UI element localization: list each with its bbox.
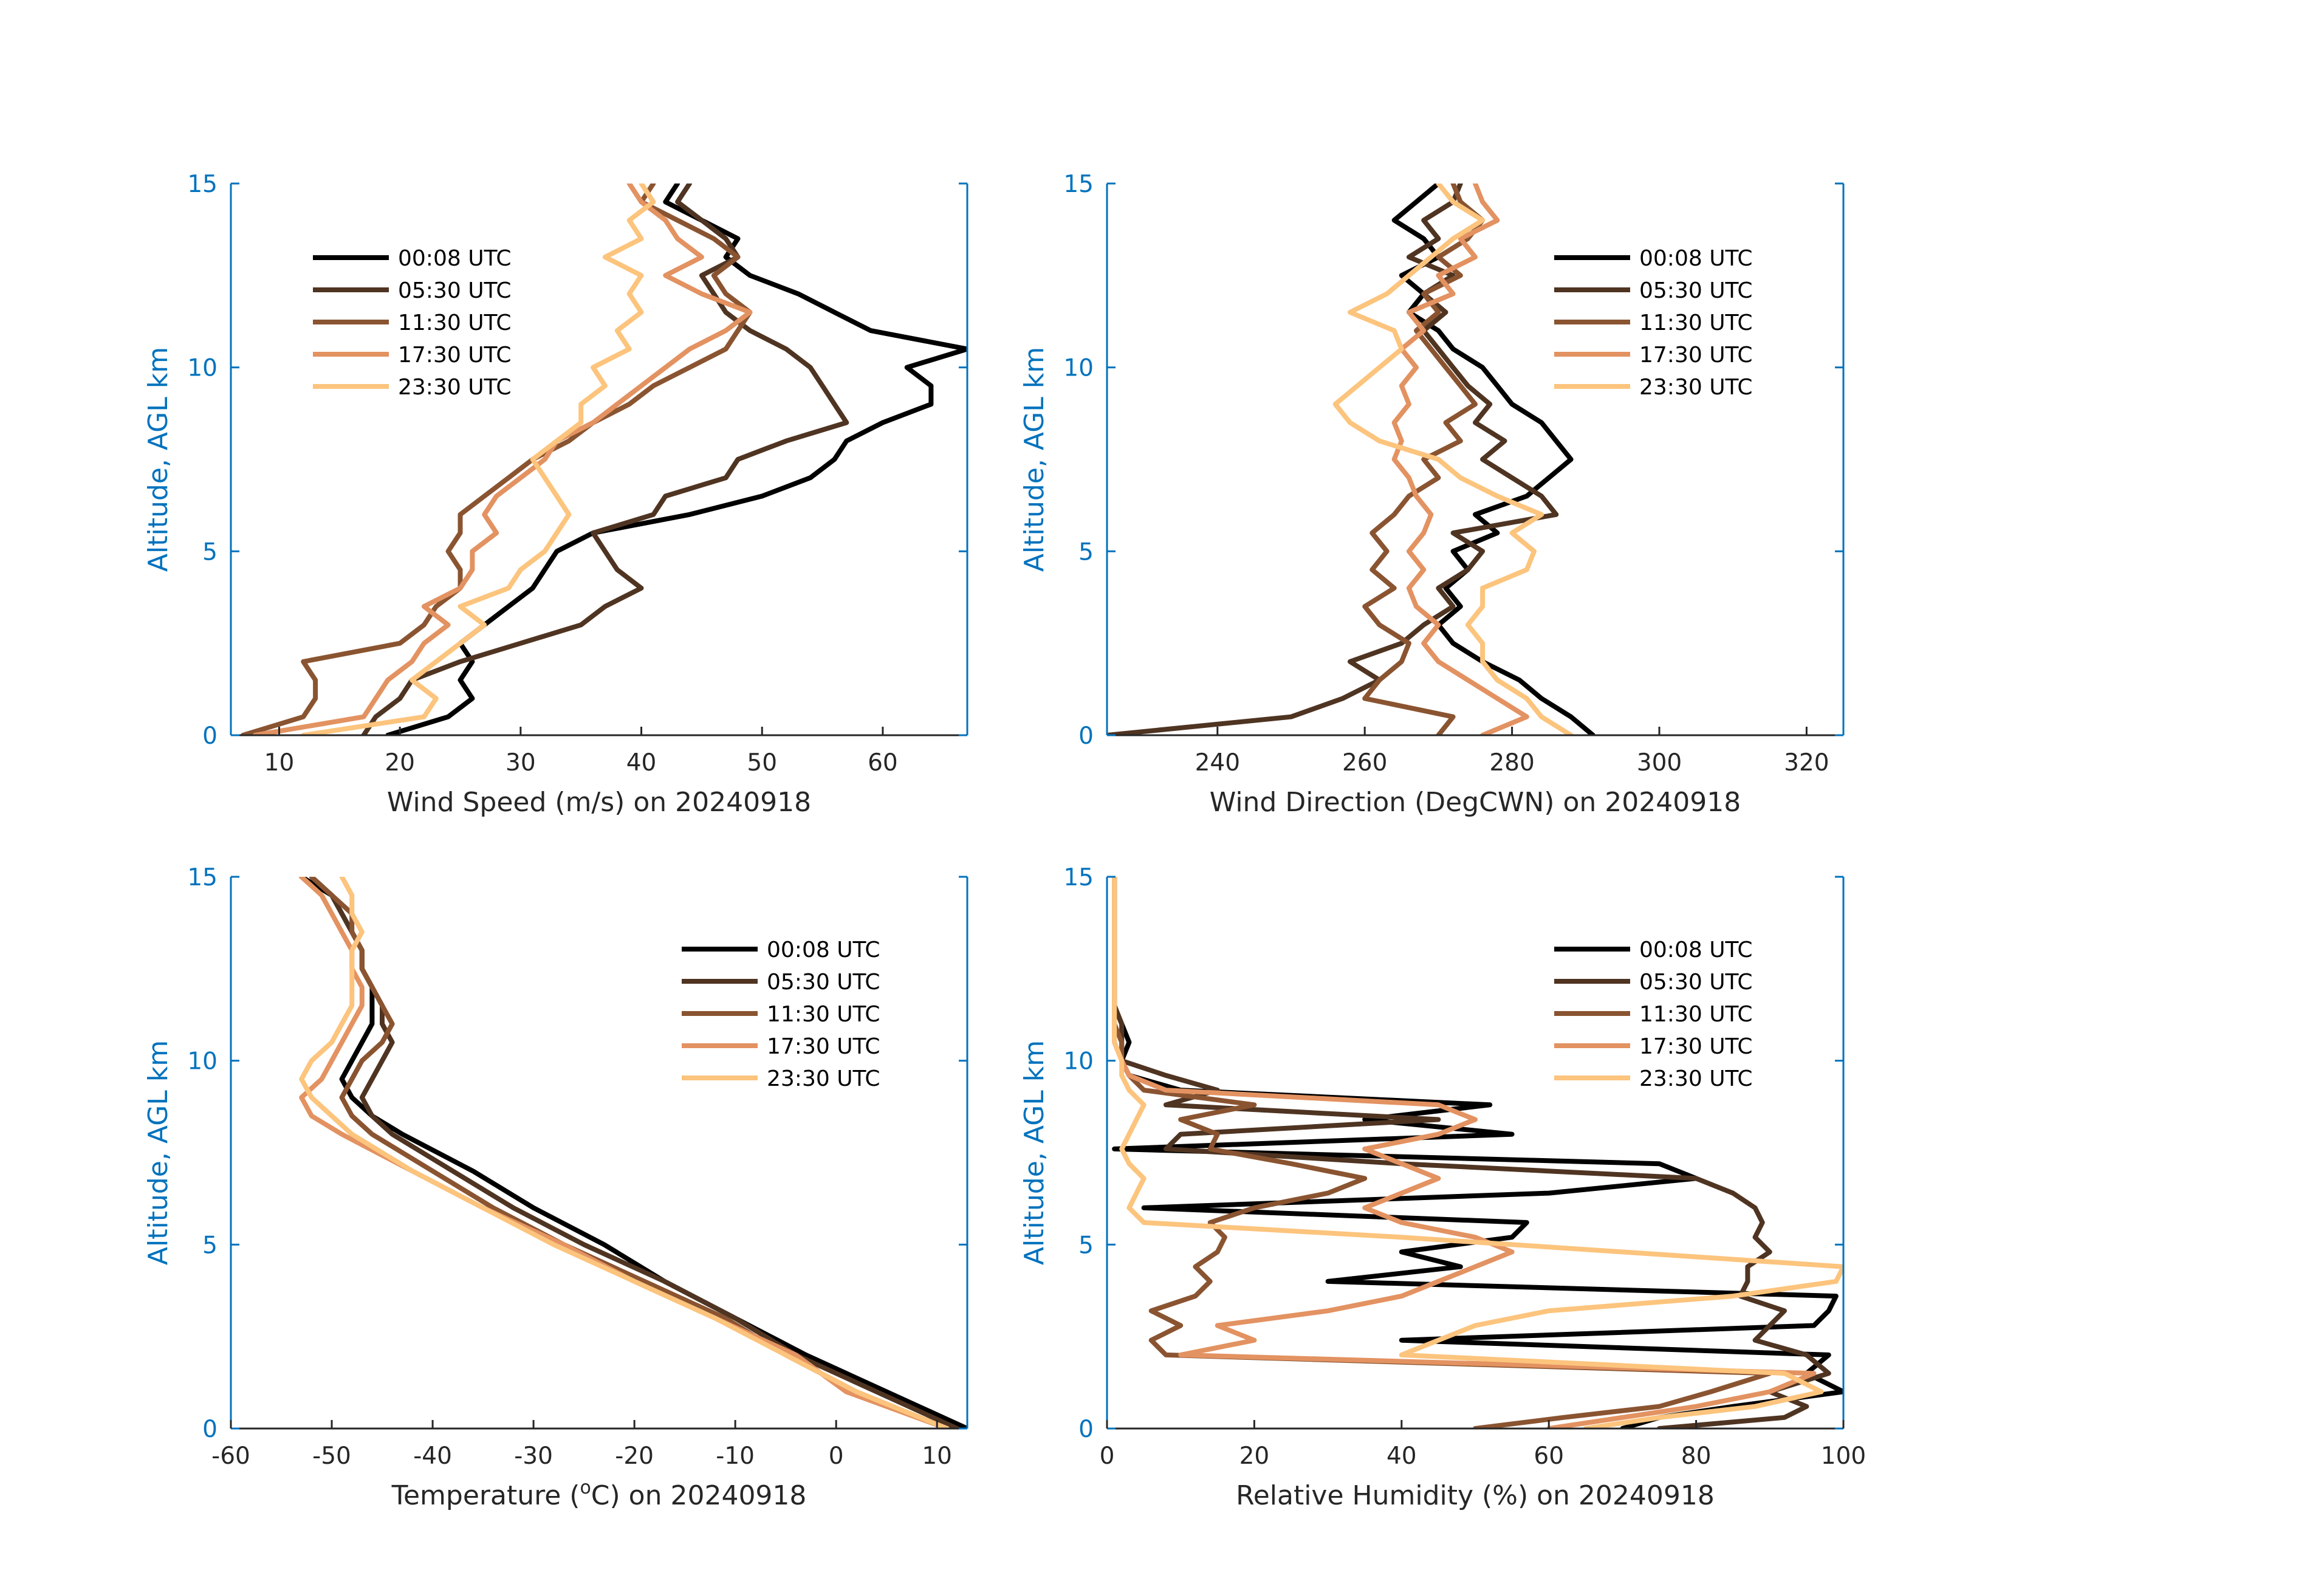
relative-humidity-x-tick-label: 100 [1821,1442,1866,1470]
wind-direction-x-tick-label: 240 [1195,749,1240,777]
relative-humidity-series-line-05-30-utc [1112,877,1831,1429]
temperature-x-tick-label: -60 [211,1442,250,1470]
wind-speed-legend-label-17-30-utc: 17:30 UTC [398,343,512,368]
temperature-legend-label-11-30-utc: 11:30 UTC [767,1002,880,1027]
wind-speed-x-tick-label: 10 [264,749,295,777]
wind-direction-y-axis-label: Altitude, AGL km [1019,347,1050,572]
wind-speed-x-tick-label: 20 [385,749,415,777]
temperature-y-tick-label: 5 [202,1232,218,1259]
relative-humidity-y-tick-label: 0 [1078,1416,1094,1443]
temperature-y-tick-label: 15 [187,864,218,891]
temperature-y-axis-label: Altitude, AGL km [143,1040,174,1265]
wind-direction-y-tick-label: 10 [1063,355,1094,382]
wind-speed-legend-label-23-30-utc: 23:30 UTC [398,375,512,400]
relative-humidity-x-tick-label: 80 [1681,1442,1712,1470]
wind-direction-x-tick-label: 320 [1784,749,1829,777]
temperature-x-tick-label: 10 [922,1442,952,1470]
wind-direction-legend-label-05-30-utc: 05:30 UTC [1639,278,1753,303]
relative-humidity-legend-label-11-30-utc: 11:30 UTC [1639,1002,1753,1027]
temperature-legend-label-17-30-utc: 17:30 UTC [767,1034,880,1059]
wind-direction-legend-label-00-08-utc: 00:08 UTC [1639,246,1753,271]
relative-humidity-y-tick-label: 15 [1063,864,1094,891]
temperature-x-tick-label: -30 [514,1442,553,1470]
wind-speed-y-tick-label: 10 [187,355,218,382]
wind-direction-y-tick-label: 15 [1063,171,1094,198]
wind-speed-legend-label-11-30-utc: 11:30 UTC [398,310,512,335]
temperature-y-tick-label: 0 [202,1416,218,1443]
wind-direction-x-tick-label: 280 [1489,749,1534,777]
relative-humidity-legend-label-23-30-utc: 23:30 UTC [1639,1066,1753,1091]
relative-humidity-series-group [1112,877,1843,1429]
wind-direction-panel: 0 5 10 15 240 260 280 300 320 Altitude, AGL km Win… [1019,171,1845,818]
temperature-y-tick-label: 10 [187,1048,218,1075]
wind-direction-series-line-11-30-utc [1362,184,1486,735]
wind-speed-x-tick-label: 30 [506,749,536,777]
temperature-series-group [299,877,967,1429]
wind-speed-panel: 0 5 10 15 10 20 30 40 50 60 Altitude, AGL km Wind S… [143,171,968,818]
relative-humidity-legend-label-00-08-utc: 00:08 UTC [1639,938,1753,962]
relative-humidity-y-tick-label: 10 [1063,1048,1094,1075]
wind-speed-legend-label-00-08-utc: 00:08 UTC [398,246,512,271]
relative-humidity-x-tick-label: 0 [1100,1442,1115,1470]
wind-direction-series-group [1107,184,1596,735]
wind-direction-legend-label-17-30-utc: 17:30 UTC [1639,343,1753,368]
wind-speed-y-tick-label: 0 [202,722,218,750]
relative-humidity-x-tick-label: 20 [1239,1442,1270,1470]
wind-speed-legend: 00:08 UTC 05:30 UTC 11:30 UTC 17:30 UTC 23:3… [313,246,512,400]
wind-direction-series-line-05-30-utc [1107,184,1559,735]
wind-speed-x-tick-label: 40 [626,749,657,777]
wind-direction-legend-label-11-30-utc: 11:30 UTC [1639,310,1753,335]
wind-speed-x-tick-label: 50 [747,749,777,777]
relative-humidity-legend-label-05-30-utc: 05:30 UTC [1639,970,1753,995]
relative-humidity-panel: 0 5 10 15 0 20 40 60 80 100 Altitude, AGL km Relati… [1019,864,1866,1511]
relative-humidity-legend-label-17-30-utc: 17:30 UTC [1639,1034,1753,1059]
wind-speed-x-axis-label: Wind Speed (m/s) on 20240918 [387,787,811,818]
wind-direction-series-line-23-30-utc [1332,184,1574,735]
wind-speed-series-group [240,184,967,735]
temperature-legend-label-23-30-utc: 23:30 UTC [767,1066,880,1091]
wind-speed-y-tick-label: 15 [187,171,218,198]
temperature-x-tick-label: -50 [312,1442,351,1470]
relative-humidity-y-axis-label: Altitude, AGL km [1019,1040,1050,1265]
relative-humidity-x-tick-label: 60 [1534,1442,1564,1470]
wind-speed-legend-label-05-30-utc: 05:30 UTC [398,278,512,303]
relative-humidity-legend: 00:08 UTC 05:30 UTC 11:30 UTC 17:30 UTC 23:3… [1554,938,1753,1091]
temperature-x-tick-label: -40 [413,1442,452,1470]
wind-direction-x-tick-label: 300 [1637,749,1682,777]
wind-direction-legend-label-23-30-utc: 23:30 UTC [1639,375,1753,400]
wind-direction-legend: 00:08 UTC 05:30 UTC 11:30 UTC 17:30 UTC 23:3… [1554,246,1753,400]
temperature-panel: 0 5 10 15 -60 -50 -40 -30 -20 -10 0 10 Altitude, AGL… [143,864,968,1511]
temperature-x-tick-label: -20 [615,1442,654,1470]
wind-speed-series-line-23-30-utc [301,184,656,735]
temperature-legend-label-00-08-utc: 00:08 UTC [767,938,880,962]
relative-humidity-series-line-00-08-utc [1112,877,1843,1429]
wind-direction-y-tick-label: 5 [1078,538,1094,566]
wind-speed-y-tick-label: 5 [202,538,218,566]
wind-direction-x-axis-label: Wind Direction (DegCWN) on 20240918 [1210,787,1741,818]
wind-direction-x-tick-label: 260 [1342,749,1387,777]
wind-speed-series-line-05-30-utc [361,184,849,735]
wind-direction-y-tick-label: 0 [1078,722,1094,750]
relative-humidity-series-line-23-30-utc [1112,877,1843,1429]
temperature-legend-label-05-30-utc: 05:30 UTC [767,970,880,995]
temperature-series-line-23-30-utc [299,877,950,1429]
temperature-x-tick-label: 0 [829,1442,844,1470]
wind-speed-series-line-17-30-utc [252,184,753,735]
relative-humidity-series-line-11-30-utc [1112,877,1772,1429]
wind-speed-x-tick-label: 60 [868,749,898,777]
wind-direction-series-line-17-30-utc [1391,184,1529,735]
temperature-x-tick-label: -10 [716,1442,755,1470]
relative-humidity-x-tick-label: 40 [1387,1442,1417,1470]
relative-humidity-x-axis-label: Relative Humidity (%) on 20240918 [1236,1480,1715,1511]
temperature-x-axis-label: Temperature (oC) on 20240918 [391,1477,807,1511]
wind-direction-series-line-00-08-utc [1391,184,1596,735]
wind-speed-y-axis-label: Altitude, AGL km [143,347,174,572]
relative-humidity-y-tick-label: 5 [1078,1232,1094,1259]
temperature-series-line-11-30-utc [309,877,950,1429]
temperature-legend: 00:08 UTC 05:30 UTC 11:30 UTC 17:30 UTC 23:3… [682,938,880,1091]
